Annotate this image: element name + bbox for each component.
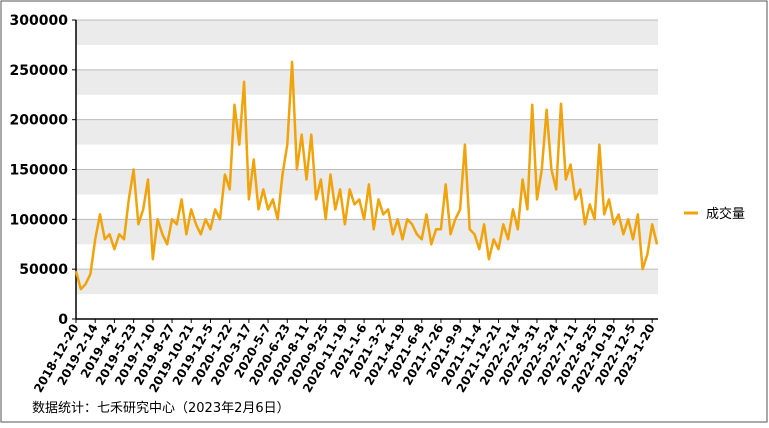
y-tick-label: 200000: [10, 113, 69, 129]
grid-band: [76, 69, 658, 95]
grid-band: [76, 269, 658, 295]
y-tick-label: 100000: [10, 212, 69, 228]
legend-label: 成交量: [706, 206, 745, 222]
series-line: [74, 60, 659, 291]
y-tick-label: 0: [58, 312, 68, 328]
y-tick-label: 150000: [10, 163, 69, 179]
grid-band: [76, 20, 658, 45]
y-tick-label: 300000: [10, 13, 69, 29]
y-tick-label: 250000: [10, 63, 69, 79]
grid-band: [76, 119, 658, 145]
footnote: 数据统计：七禾研究中心（2023年2月6日）: [32, 401, 290, 416]
grid-band: [76, 219, 658, 245]
y-tick-label: 50000: [19, 262, 68, 278]
